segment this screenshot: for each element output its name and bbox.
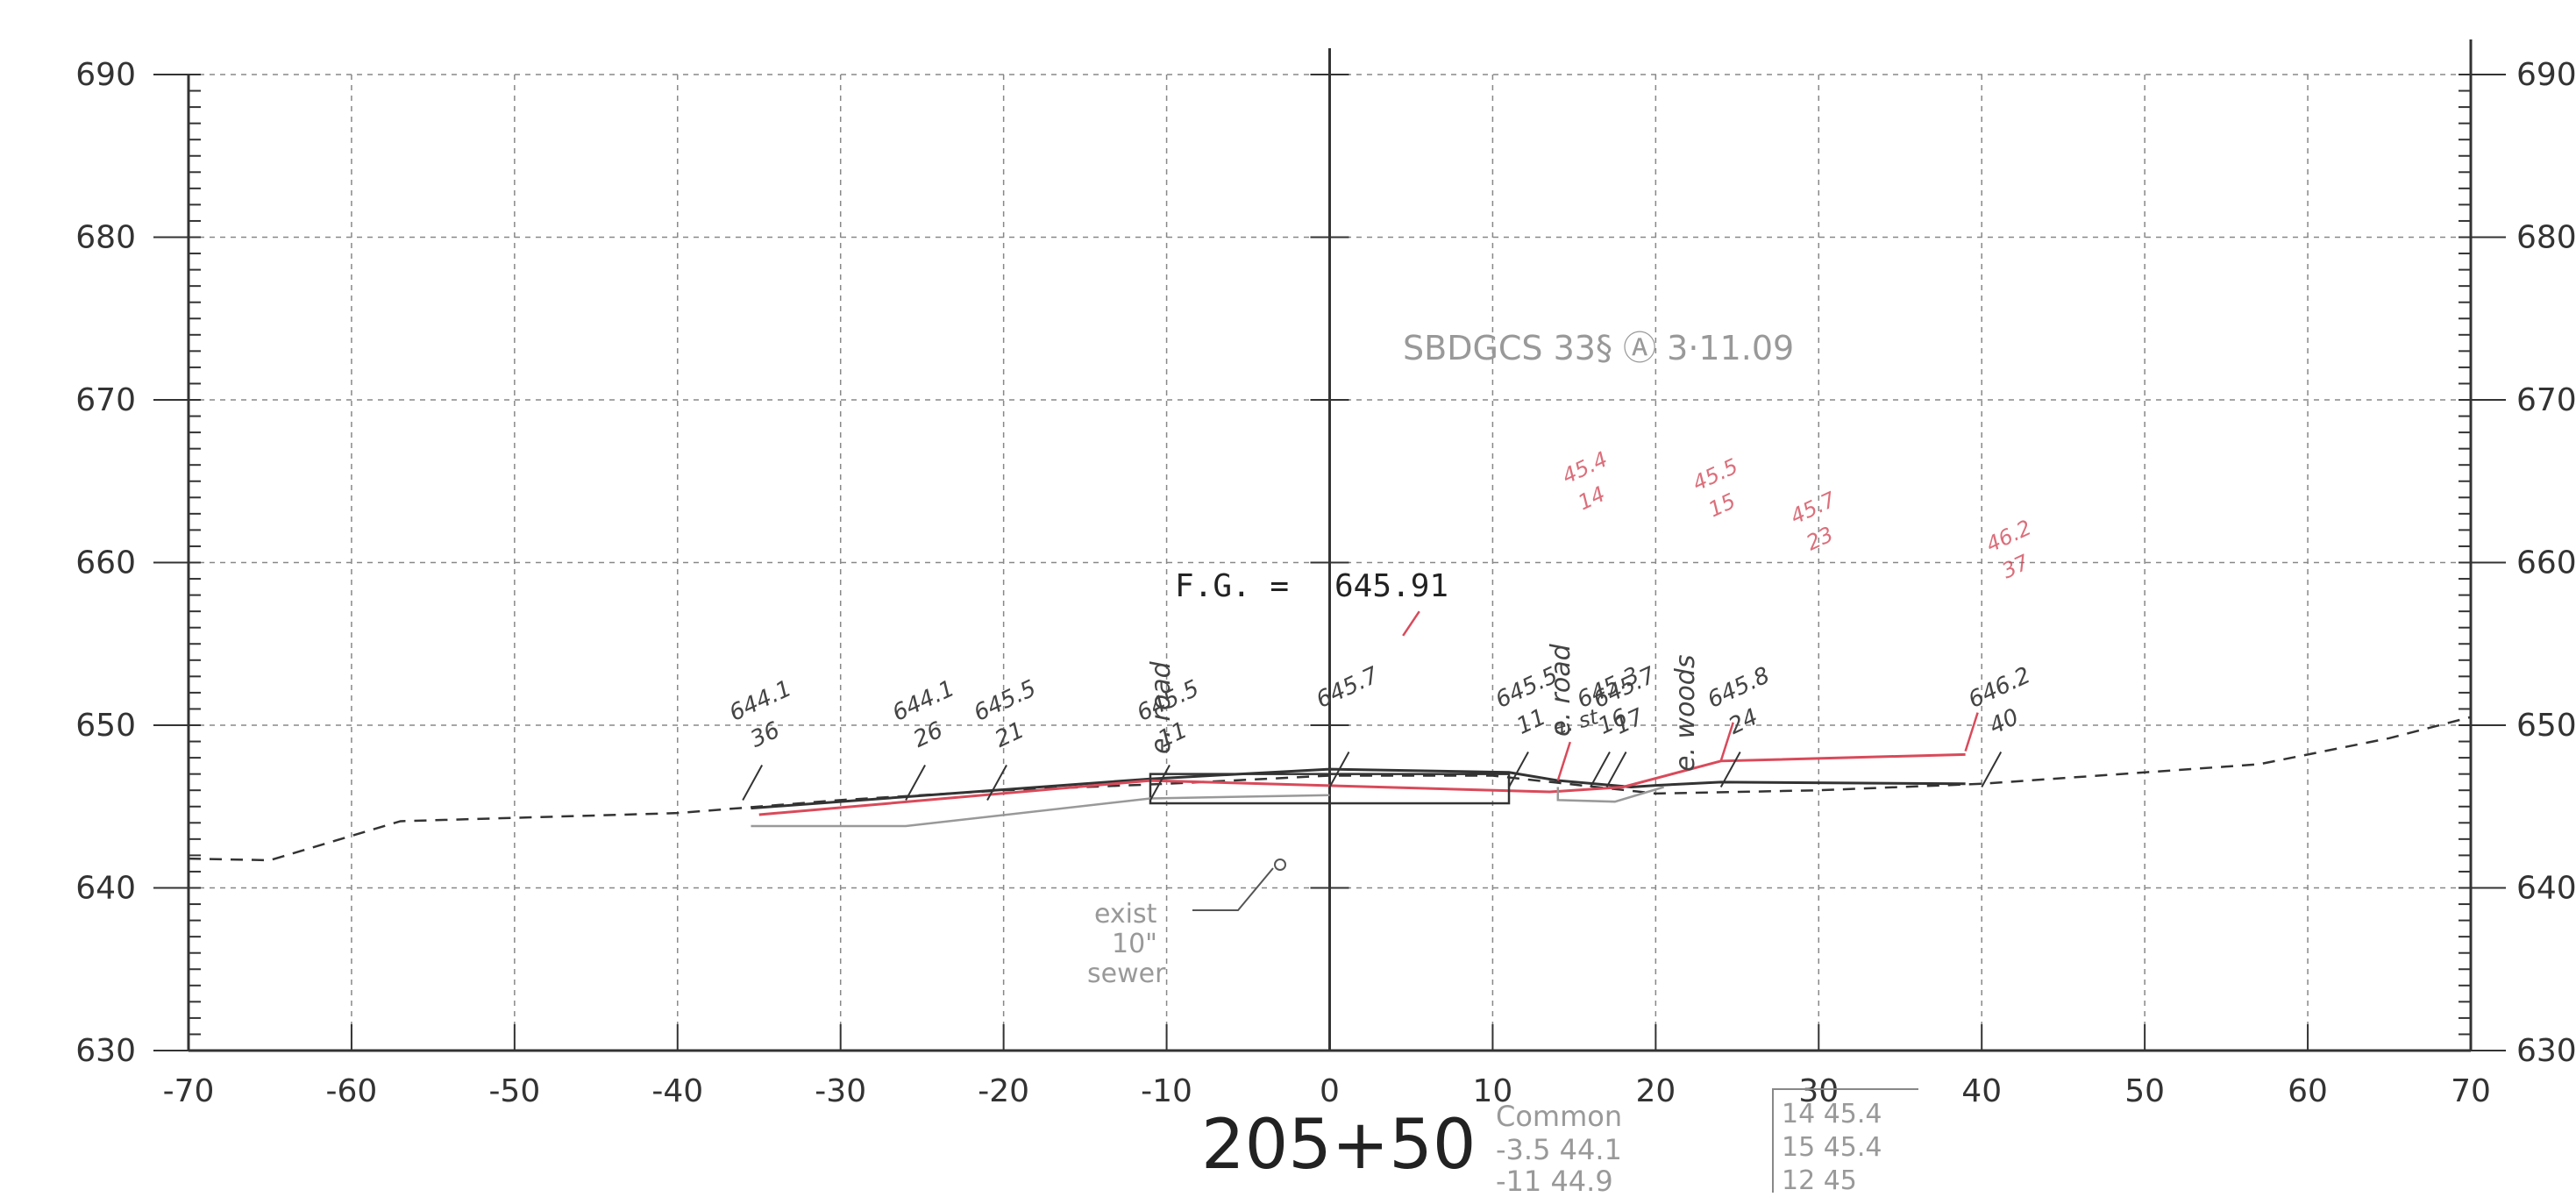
y-tick-label-right: 650 (2516, 708, 2576, 744)
shoulder-line (1556, 786, 1665, 803)
y-tick-label-right: 690 (2516, 57, 2576, 93)
y-tick-label-left: 630 (75, 1033, 136, 1069)
x-tick-label: -40 (651, 1073, 703, 1109)
grade-leader (1328, 752, 1350, 787)
sewer-note-line1: exist (1094, 899, 1157, 930)
x-tick-label: 70 (2451, 1073, 2491, 1109)
x-tick-label: 10 (1473, 1073, 1513, 1109)
finish-grade-label: F.G. = (1175, 568, 1289, 604)
red-leader (1719, 722, 1734, 762)
y-tick-label-left: 660 (75, 545, 136, 581)
grade-label-dist: 40 (1985, 704, 2023, 740)
sewer-note: exist 10" sewer (1087, 899, 1166, 989)
common-note-row-2: -11 44.9 (1496, 1165, 1613, 1193)
x-tick-label: 40 (1961, 1073, 2002, 1109)
common-note-row-1: -3.5 44.1 (1496, 1133, 1622, 1166)
grade-label-elev: 646.2 (1964, 662, 2034, 714)
sewer-note-line3: sewer (1087, 958, 1166, 989)
frame-layer (153, 39, 2506, 1052)
red-leader (1964, 712, 1979, 752)
label-layer: -70 -60 -50 -40 -30 -20 -10 0 10 20 30 40 50 60 70 630 6… (75, 57, 2576, 1109)
grade-leader (986, 765, 1007, 801)
sewer-leader (1192, 867, 1274, 911)
red-grade-label-dist: 14 (1575, 481, 1610, 515)
fg-leader (1402, 610, 1420, 637)
x-tick-label: 0 (1320, 1073, 1340, 1109)
red-grade-label-elev: 46.2 (1982, 515, 2035, 557)
x-tick-label: 60 (2288, 1073, 2328, 1109)
y-tick-label-left: 670 (75, 382, 136, 418)
red-grade-label-elev: 45.4 (1559, 446, 1612, 488)
red-grade-line (758, 752, 1966, 816)
x-tick-label: -50 (488, 1073, 540, 1109)
grade-leader (1590, 752, 1611, 787)
edge-label-road-left: e. road (1146, 660, 1177, 754)
grade-label-dist: 21 (991, 717, 1028, 753)
y-tick-label-right: 670 (2516, 382, 2576, 418)
red-grade-label-elev: 45.5 (1689, 453, 1741, 495)
red-grade-label-dist: 15 (1704, 488, 1740, 522)
x-tick-label: -60 (326, 1073, 378, 1109)
x-tick-label: -30 (815, 1073, 866, 1109)
y-tick-label-right: 630 (2516, 1033, 2576, 1069)
grade-leader (742, 765, 764, 801)
grade-leader (1605, 752, 1627, 787)
grade-leader (1149, 765, 1171, 801)
red-grade-label-dist: 23 (1803, 522, 1838, 555)
grade-leader (1719, 752, 1741, 787)
x-tick-label: -10 (1141, 1073, 1192, 1109)
sewer-pipe-marker (1274, 859, 1286, 871)
pavement-box (1149, 773, 1511, 805)
grade-leader (1508, 752, 1529, 787)
grade-label-dist: 11 (1512, 704, 1550, 740)
x-tick-label: 30 (1798, 1073, 1839, 1109)
grade-label-dist: 36 (746, 717, 784, 753)
y-tick-label-right: 660 (2516, 545, 2576, 581)
red-grade-label-elev: 45.7 (1787, 487, 1840, 529)
profile-layer (188, 610, 2472, 862)
x-tick-label: 20 (1635, 1073, 1676, 1109)
y-tick-label-left: 680 (75, 220, 136, 256)
grade-label-elev: 645.7 (1313, 662, 1384, 714)
grade-label-elev: 644.1 (888, 675, 958, 727)
y-tick-label-left: 650 (75, 708, 136, 744)
subgrade-line (751, 794, 1330, 828)
sewer-note-line2: 10" (1112, 929, 1157, 959)
grade-leader (1981, 752, 2003, 787)
y-tick-label-right: 680 (2516, 220, 2576, 256)
boxed-note-row-3: 12 45 (1782, 1165, 1857, 1193)
grade-label-dist: 26 (909, 717, 947, 753)
y-tick-label-left: 690 (75, 57, 136, 93)
bottom-notes: Common -3.5 44.1 -11 44.9 14 45.4 15 45.… (1496, 1088, 1918, 1197)
y-tick-label-left: 640 (75, 871, 136, 907)
grade-label-elev: 645.5 (970, 675, 1040, 727)
grade-label-elev: 645.8 (1704, 662, 1774, 714)
common-note-title: Common (1496, 1100, 1622, 1133)
boxed-note-row-2: 15 45.4 (1782, 1132, 1882, 1163)
edge-label-road-right: e. road (1546, 643, 1576, 737)
x-tick-label: 50 (2124, 1073, 2165, 1109)
x-tick-label: -20 (978, 1073, 1029, 1109)
grade-leader (905, 765, 926, 801)
finish-grade-value: 645.91 (1334, 568, 1448, 604)
edge-label-woods: e. woods (1670, 655, 1701, 772)
boxed-note-frame (1772, 1088, 1918, 1193)
y-tick-label-right: 640 (2516, 871, 2576, 907)
survey-note: SBDGCS 33§ Ⓐ 3·11.09 (1403, 329, 1794, 367)
station-label: 205+50 (1201, 1106, 1477, 1185)
x-tick-label: -70 (163, 1073, 215, 1109)
grade-label-elev: 644.1 (725, 675, 795, 727)
red-grade-label-dist: 37 (1998, 550, 2033, 584)
existing-ground-line (188, 716, 2472, 862)
red-leader (1556, 741, 1571, 781)
boxed-note-row-1: 14 45.4 (1782, 1099, 1882, 1129)
